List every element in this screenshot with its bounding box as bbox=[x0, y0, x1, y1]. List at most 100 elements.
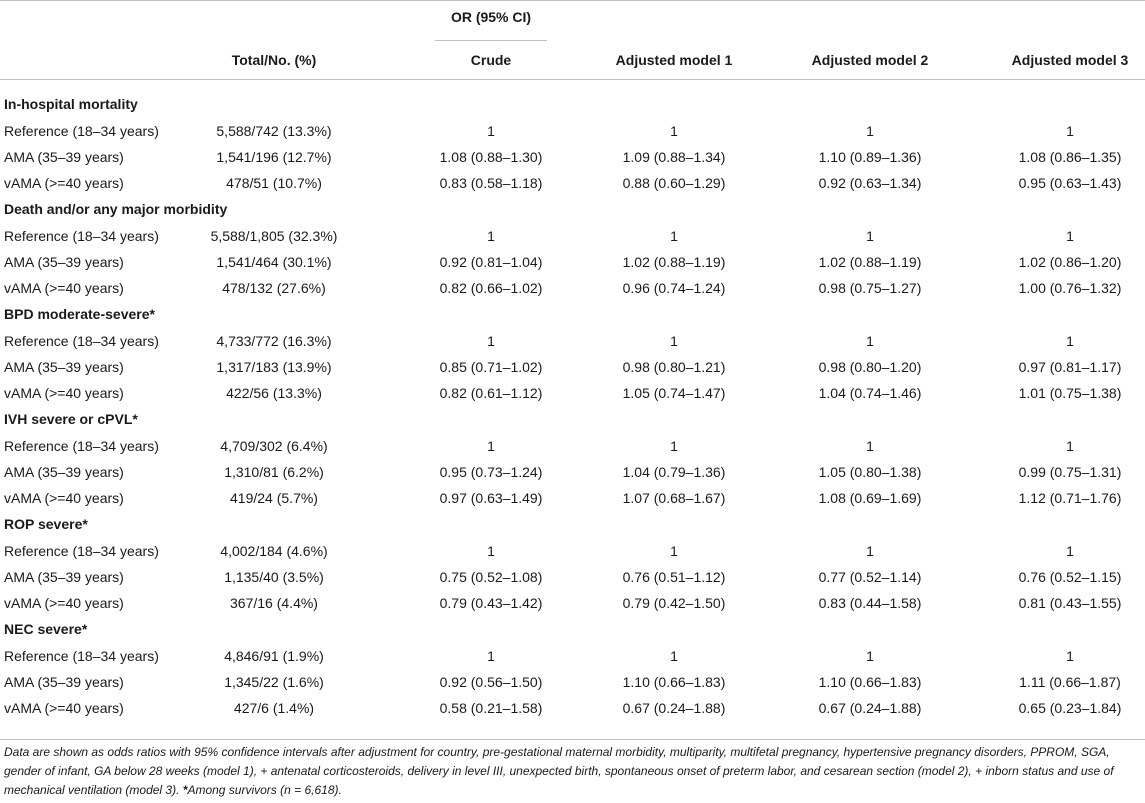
model-1-cell: 1 bbox=[670, 543, 678, 559]
crude-cell: 1 bbox=[487, 543, 495, 559]
total-cell: 1,345/22 (1.6%) bbox=[224, 674, 324, 690]
model-2-cell: 1.05 (0.80–1.38) bbox=[818, 464, 922, 480]
model-2-cell: 0.77 (0.52–1.14) bbox=[818, 569, 922, 585]
total-cell: 419/24 (5.7%) bbox=[230, 490, 318, 506]
crude-cell: 1 bbox=[487, 228, 495, 244]
crude-cell: 1.08 (0.88–1.30) bbox=[439, 149, 543, 165]
crude-cell: 0.92 (0.56–1.50) bbox=[439, 674, 543, 690]
header-bottom-rule bbox=[0, 79, 1145, 80]
table-row: vAMA (>=40 years) 419/24 (5.7%) 0.97 (0.63… bbox=[0, 486, 1145, 512]
total-cell: 422/56 (13.3%) bbox=[226, 385, 322, 401]
footnote-text: Data are shown as odds ratios with 95% c… bbox=[4, 745, 1114, 797]
table-row: vAMA (>=40 years) 367/16 (4.4%) 0.79 (0.43… bbox=[0, 591, 1145, 617]
table-row: Reference (18–34 years) 5,588/742 (13.3%)… bbox=[0, 119, 1145, 145]
model-1-cell: 1.09 (0.88–1.34) bbox=[622, 149, 726, 165]
model-3-cell: 1.12 (0.71–1.76) bbox=[1018, 490, 1122, 506]
footnote-asterisk: * bbox=[182, 783, 188, 797]
model-2-cell: 1.10 (0.66–1.83) bbox=[818, 674, 922, 690]
model-1-cell: 1 bbox=[670, 438, 678, 454]
row-label: vAMA (>=40 years) bbox=[4, 595, 124, 611]
column-header-row: Total/No. (%) Crude Adjusted model 1 Adj… bbox=[0, 51, 1145, 69]
model-2-cell: 0.83 (0.44–1.58) bbox=[818, 595, 922, 611]
total-cell: 478/51 (10.7%) bbox=[226, 175, 322, 191]
model-3-cell: 0.99 (0.75–1.31) bbox=[1018, 464, 1122, 480]
model-1-cell: 1.07 (0.68–1.67) bbox=[622, 490, 726, 506]
table-body: In-hospital mortality Reference (18–34 ye… bbox=[0, 92, 1145, 722]
row-label: Reference (18–34 years) bbox=[4, 543, 159, 559]
table-row: vAMA (>=40 years) 478/132 (27.6%) 0.82 (0.… bbox=[0, 276, 1145, 302]
model-1-cell: 1 bbox=[670, 333, 678, 349]
table-row: AMA (35–39 years) 1,317/183 (13.9%) 0.85 (… bbox=[0, 355, 1145, 381]
model-2-cell: 1 bbox=[866, 438, 874, 454]
section-header: ROP severe* bbox=[0, 512, 1145, 539]
model-2-cell: 1 bbox=[866, 648, 874, 664]
model-2-cell: 1 bbox=[866, 543, 874, 559]
model-1-cell: 1.04 (0.79–1.36) bbox=[622, 464, 726, 480]
total-cell: 1,317/183 (13.9%) bbox=[216, 359, 332, 375]
row-label: Reference (18–34 years) bbox=[4, 648, 159, 664]
table-row: Reference (18–34 years) 5,588/1,805 (32.3… bbox=[0, 224, 1145, 250]
table-row: AMA (35–39 years) 1,541/464 (30.1%) 0.92 (… bbox=[0, 250, 1145, 276]
table-row: vAMA (>=40 years) 422/56 (13.3%) 0.82 (0.6… bbox=[0, 381, 1145, 407]
row-label: AMA (35–39 years) bbox=[4, 674, 124, 690]
model-3-cell: 1.01 (0.75–1.38) bbox=[1018, 385, 1122, 401]
model-3-cell: 0.81 (0.43–1.55) bbox=[1018, 595, 1122, 611]
row-label: vAMA (>=40 years) bbox=[4, 175, 124, 191]
model-3-cell: 1.08 (0.86–1.35) bbox=[1018, 149, 1122, 165]
model-2-cell: 0.98 (0.80–1.20) bbox=[818, 359, 922, 375]
total-cell: 4,002/184 (4.6%) bbox=[220, 543, 328, 559]
table-row: Reference (18–34 years) 4,002/184 (4.6%) 1… bbox=[0, 539, 1145, 565]
model-1-cell: 0.96 (0.74–1.24) bbox=[622, 280, 726, 296]
section-title: NEC severe* bbox=[4, 621, 88, 637]
row-label: Reference (18–34 years) bbox=[4, 123, 159, 139]
model-2-cell: 1.04 (0.74–1.46) bbox=[818, 385, 922, 401]
model-3-cell: 1.02 (0.86–1.20) bbox=[1018, 254, 1122, 270]
model-1-cell: 0.79 (0.42–1.50) bbox=[622, 595, 726, 611]
row-label: AMA (35–39 years) bbox=[4, 464, 124, 480]
model-1-cell: 0.76 (0.51–1.12) bbox=[622, 569, 726, 585]
table-row: vAMA (>=40 years) 427/6 (1.4%) 0.58 (0.21–… bbox=[0, 696, 1145, 722]
row-label: AMA (35–39 years) bbox=[4, 149, 124, 165]
table-row: AMA (35–39 years) 1,310/81 (6.2%) 0.95 (0.… bbox=[0, 460, 1145, 486]
crude-cell: 0.75 (0.52–1.08) bbox=[439, 569, 543, 585]
row-label: Reference (18–34 years) bbox=[4, 438, 159, 454]
or-ci-group-header: OR (95% CI) bbox=[450, 9, 532, 25]
section-header: IVH severe or cPVL* bbox=[0, 407, 1145, 434]
model-1-cell: 1 bbox=[670, 228, 678, 244]
model-1-cell: 1.10 (0.66–1.83) bbox=[622, 674, 726, 690]
model-3-cell: 0.97 (0.81–1.17) bbox=[1018, 359, 1122, 375]
table-row: AMA (35–39 years) 1,135/40 (3.5%) 0.75 (0.… bbox=[0, 565, 1145, 591]
crude-cell: 0.92 (0.81–1.04) bbox=[439, 254, 543, 270]
model-1-cell: 1.02 (0.88–1.19) bbox=[622, 254, 726, 270]
table-bottom-rule bbox=[0, 739, 1145, 740]
model-1-cell: 0.88 (0.60–1.29) bbox=[622, 175, 726, 191]
crude-cell: 1 bbox=[487, 123, 495, 139]
total-cell: 478/132 (27.6%) bbox=[222, 280, 326, 296]
model-1-cell: 1 bbox=[670, 648, 678, 664]
crude-cell: 0.97 (0.63–1.49) bbox=[439, 490, 543, 506]
crude-cell: 0.82 (0.61–1.12) bbox=[439, 385, 543, 401]
total-cell: 5,588/742 (13.3%) bbox=[216, 123, 332, 139]
total-cell: 1,541/464 (30.1%) bbox=[216, 254, 332, 270]
total-cell: 427/6 (1.4%) bbox=[233, 700, 315, 716]
model-2-cell: 1.08 (0.69–1.69) bbox=[818, 490, 922, 506]
model-3-cell: 1 bbox=[1066, 123, 1074, 139]
total-cell: 1,135/40 (3.5%) bbox=[224, 569, 324, 585]
section-header: Death and/or any major morbidity bbox=[0, 197, 1145, 224]
model-2-cell: 0.98 (0.75–1.27) bbox=[818, 280, 922, 296]
crude-cell: 1 bbox=[487, 333, 495, 349]
crude-cell: 0.85 (0.71–1.02) bbox=[439, 359, 543, 375]
row-label: AMA (35–39 years) bbox=[4, 569, 124, 585]
section-title: Death and/or any major morbidity bbox=[4, 201, 228, 217]
column-header-model-2: Adjusted model 2 bbox=[811, 52, 929, 68]
model-2-cell: 0.92 (0.63–1.34) bbox=[818, 175, 922, 191]
total-cell: 4,709/302 (6.4%) bbox=[220, 438, 328, 454]
section-header: In-hospital mortality bbox=[0, 92, 1145, 119]
crude-cell: 0.83 (0.58–1.18) bbox=[439, 175, 543, 191]
model-3-cell: 0.95 (0.63–1.43) bbox=[1018, 175, 1122, 191]
total-cell: 367/16 (4.4%) bbox=[230, 595, 318, 611]
row-label: Reference (18–34 years) bbox=[4, 228, 159, 244]
section-header: NEC severe* bbox=[0, 617, 1145, 644]
model-2-cell: 1 bbox=[866, 228, 874, 244]
